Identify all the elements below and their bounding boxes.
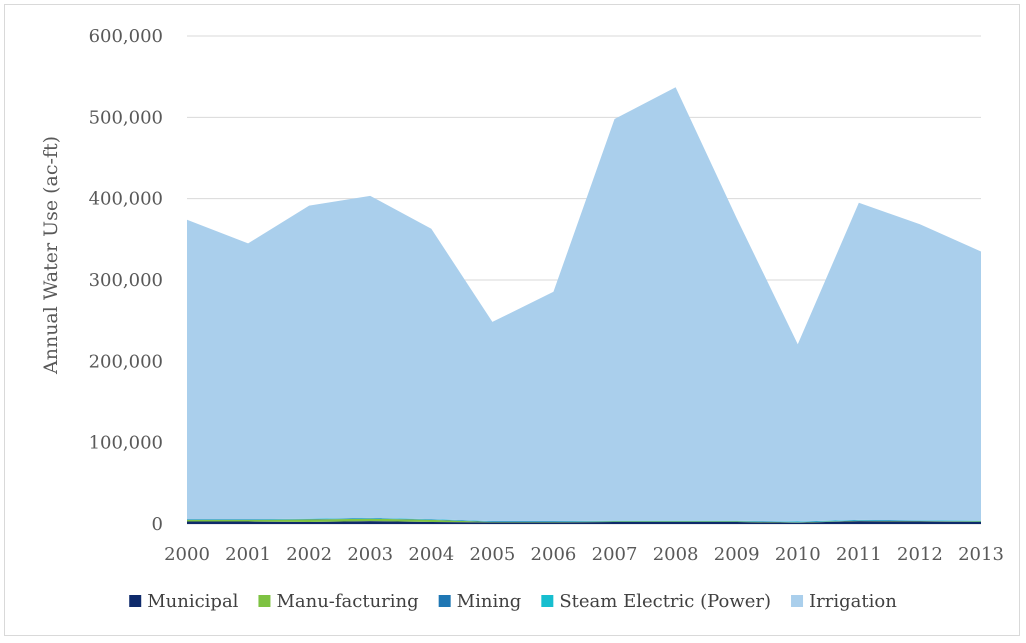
legend-item-mining: Mining xyxy=(438,591,522,612)
legend-swatch xyxy=(438,595,451,607)
stacked-areas xyxy=(187,87,981,524)
legend-swatch xyxy=(258,595,271,607)
x-tick-label: 2007 xyxy=(592,544,638,565)
y-tick-label: 600,000 xyxy=(89,26,163,47)
x-tick-label: 2008 xyxy=(653,544,699,565)
y-tick-label: 100,000 xyxy=(89,433,163,454)
area-steam-electric-power xyxy=(187,517,981,522)
legend-swatch xyxy=(129,595,142,607)
y-tick-label: 400,000 xyxy=(89,189,163,210)
legend-swatch xyxy=(541,595,554,607)
y-tick-label: 200,000 xyxy=(89,351,163,372)
water-use-chart: 0 100,000 200,000 300,000 400,000 500,000 600,… xyxy=(40,26,1004,612)
y-tick-label: 0 xyxy=(152,514,163,535)
x-tick-label: 2012 xyxy=(897,544,943,565)
legend-item-manu-facturing: Manu-facturing xyxy=(258,591,419,612)
x-tick-label: 2009 xyxy=(714,544,760,565)
area-mining xyxy=(187,518,981,523)
legend-label: Steam Electric (Power) xyxy=(559,591,771,612)
y-axis-ticks: 0 100,000 200,000 300,000 400,000 500,000 600,… xyxy=(89,26,163,535)
area-manu-facturing xyxy=(187,518,981,523)
legend-item-irrigation: Irrigation xyxy=(791,591,897,612)
x-tick-label: 2011 xyxy=(836,544,882,565)
area-irrigation xyxy=(187,87,981,522)
x-tick-label: 2001 xyxy=(225,544,271,565)
legend-item-municipal: Municipal xyxy=(129,591,239,612)
legend-label: Irrigation xyxy=(809,591,897,612)
x-tick-label: 2002 xyxy=(286,544,332,565)
legend-label: Mining xyxy=(457,591,522,612)
y-axis-title: Annual Water Use (ac-ft) xyxy=(40,136,62,375)
x-tick-label: 2005 xyxy=(469,544,515,565)
x-tick-label: 2004 xyxy=(408,544,454,565)
legend-item-steam-electric-power: Steam Electric (Power) xyxy=(541,591,771,612)
y-tick-label: 300,000 xyxy=(89,270,163,291)
x-tick-label: 2006 xyxy=(531,544,577,565)
x-tick-label: 2010 xyxy=(775,544,821,565)
legend-label: Municipal xyxy=(147,591,238,612)
y-tick-label: 500,000 xyxy=(89,107,163,128)
x-tick-label: 2000 xyxy=(164,544,210,565)
x-tick-label: 2003 xyxy=(347,544,393,565)
legend: Municipal Manu-facturing Mining Steam Elect… xyxy=(129,591,897,612)
legend-swatch xyxy=(791,595,804,607)
area-municipal xyxy=(187,521,981,524)
x-tick-label: 2013 xyxy=(958,544,1004,565)
x-axis-ticks: 2000 2001 2002 2003 2004 2005 2006 2007 2008 2009… xyxy=(164,544,1004,565)
chart-frame: 0 100,000 200,000 300,000 400,000 500,000 600,… xyxy=(4,4,1020,636)
legend-label: Manu-facturing xyxy=(276,591,418,612)
